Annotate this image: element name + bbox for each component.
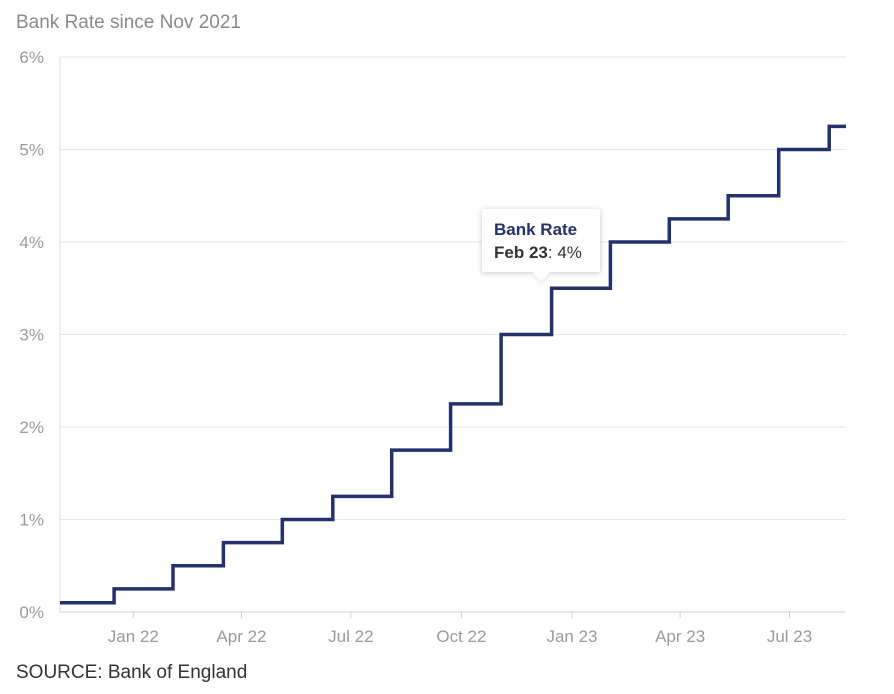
x-tick-label: Apr 23 — [655, 627, 705, 646]
x-tick-label: Oct 22 — [436, 627, 486, 646]
tooltip-date: Feb 23 — [494, 243, 548, 262]
x-tick-label: Jul 22 — [328, 627, 373, 646]
tooltip: Bank Rate Feb 23: 4% — [482, 209, 600, 272]
x-tick-label: Jul 23 — [767, 627, 812, 646]
y-tick-label: 0% — [19, 603, 44, 622]
y-tick-label: 6% — [19, 48, 44, 67]
tooltip-value-line: Feb 23: 4% — [494, 242, 588, 263]
grid-lines — [59, 56, 846, 613]
x-tick-label: Jan 23 — [546, 627, 597, 646]
y-tick-label: 5% — [19, 141, 44, 160]
y-tick-label: 4% — [19, 233, 44, 252]
source-note: SOURCE: Bank of England — [16, 662, 248, 683]
chart-title: Bank Rate since Nov 2021 — [16, 12, 241, 33]
y-tick-label: 3% — [19, 326, 44, 345]
x-axis: Jan 22 Apr 22 Jul 22 Oct 22 Jan 23 Apr 23 Jul … — [108, 612, 812, 646]
y-tick-label: 2% — [19, 418, 44, 437]
x-tick-label: Jan 22 — [108, 627, 159, 646]
tooltip-separator: : — [547, 243, 558, 262]
tooltip-series-name: Bank Rate — [494, 220, 578, 239]
y-tick-label: 1% — [19, 511, 44, 530]
y-axis: 0% 1% 2% 3% 4% 5% 6% — [19, 48, 44, 622]
series-line — [60, 124, 846, 605]
tooltip-value: 4% — [557, 243, 582, 262]
x-tick-label: Apr 22 — [216, 627, 266, 646]
series-bank-rate — [59, 124, 846, 605]
